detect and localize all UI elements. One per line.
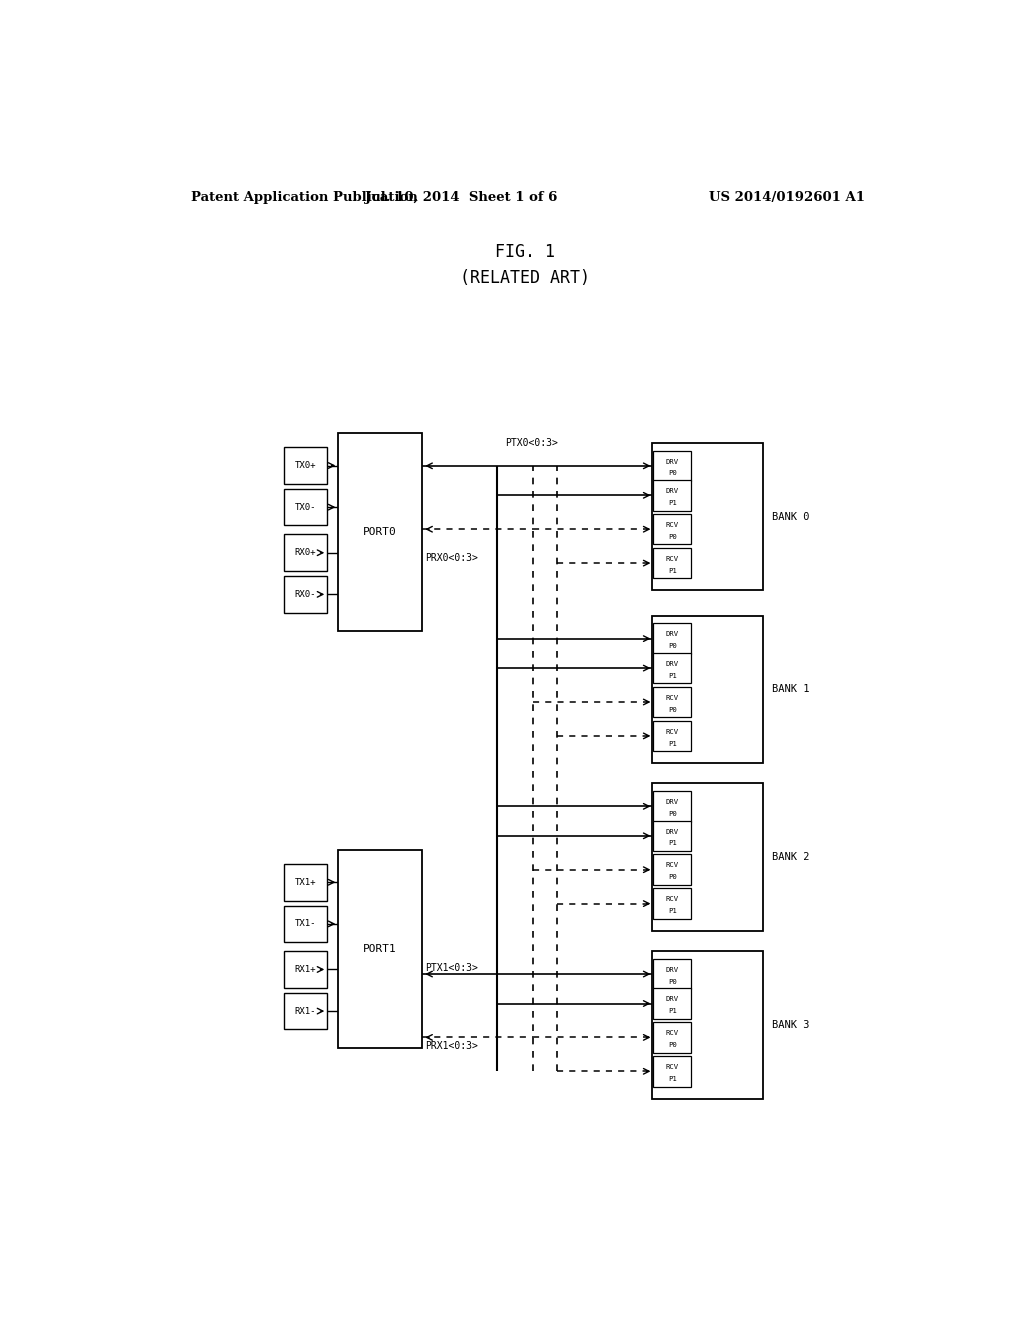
- Text: BANK 0: BANK 0: [772, 512, 810, 521]
- Bar: [653, 513, 691, 544]
- Bar: [338, 850, 422, 1048]
- Text: US 2014/0192601 A1: US 2014/0192601 A1: [709, 190, 864, 203]
- Text: PTX1<0:3>: PTX1<0:3>: [426, 962, 478, 973]
- Text: DRV: DRV: [666, 799, 679, 805]
- Text: PTX0<0:3>: PTX0<0:3>: [505, 438, 558, 449]
- Text: TX1+: TX1+: [295, 878, 316, 887]
- Bar: [653, 450, 691, 480]
- Text: P1: P1: [668, 500, 677, 506]
- Text: TX0-: TX0-: [295, 503, 316, 512]
- Text: Patent Application Publication: Patent Application Publication: [191, 190, 418, 203]
- Text: DRV: DRV: [666, 458, 679, 465]
- Bar: [284, 906, 328, 942]
- Text: RCV: RCV: [666, 862, 679, 869]
- Bar: [653, 791, 691, 821]
- Text: RCV: RCV: [666, 521, 679, 528]
- Text: P0: P0: [668, 706, 677, 713]
- Text: RX1-: RX1-: [295, 1007, 316, 1015]
- Text: P1: P1: [668, 1008, 677, 1014]
- Bar: [652, 444, 763, 590]
- Text: DRV: DRV: [666, 631, 679, 638]
- Bar: [284, 535, 328, 572]
- Text: P0: P0: [668, 1041, 677, 1048]
- Bar: [284, 488, 328, 525]
- Bar: [653, 653, 691, 684]
- Bar: [653, 721, 691, 751]
- Bar: [653, 1022, 691, 1052]
- Text: PORT1: PORT1: [364, 944, 397, 953]
- Bar: [653, 958, 691, 989]
- Bar: [653, 854, 691, 884]
- Text: TX1-: TX1-: [295, 919, 316, 928]
- Text: RX0+: RX0+: [295, 548, 316, 557]
- Text: PORT0: PORT0: [364, 527, 397, 537]
- Text: DRV: DRV: [666, 661, 679, 667]
- Text: FIG. 1
(RELATED ART): FIG. 1 (RELATED ART): [460, 243, 590, 288]
- Text: DRV: DRV: [666, 966, 679, 973]
- Text: RCV: RCV: [666, 896, 679, 903]
- Bar: [284, 865, 328, 900]
- Text: P0: P0: [668, 533, 677, 540]
- Text: BANK 2: BANK 2: [772, 853, 810, 862]
- Text: P0: P0: [668, 874, 677, 880]
- Text: RX0-: RX0-: [295, 590, 316, 599]
- Bar: [284, 952, 328, 987]
- Text: RCV: RCV: [666, 1030, 679, 1036]
- Text: Jul. 10, 2014  Sheet 1 of 6: Jul. 10, 2014 Sheet 1 of 6: [366, 190, 557, 203]
- Text: DRV: DRV: [666, 997, 679, 1002]
- Text: P0: P0: [668, 470, 677, 477]
- Text: P1: P1: [668, 568, 677, 574]
- Text: RCV: RCV: [666, 694, 679, 701]
- Bar: [284, 576, 328, 612]
- Bar: [653, 686, 691, 717]
- Text: P0: P0: [668, 978, 677, 985]
- Bar: [284, 993, 328, 1030]
- Bar: [338, 433, 422, 631]
- Text: DRV: DRV: [666, 829, 679, 834]
- Text: RCV: RCV: [666, 556, 679, 562]
- Text: PRX1<0:3>: PRX1<0:3>: [426, 1040, 478, 1051]
- Text: P0: P0: [668, 643, 677, 649]
- Bar: [653, 888, 691, 919]
- Text: DRV: DRV: [666, 488, 679, 494]
- Text: P1: P1: [668, 1076, 677, 1082]
- Text: P1: P1: [668, 841, 677, 846]
- Text: P1: P1: [668, 673, 677, 678]
- Text: P1: P1: [668, 741, 677, 747]
- Text: BANK 1: BANK 1: [772, 685, 810, 694]
- Bar: [653, 1056, 691, 1086]
- Bar: [652, 784, 763, 931]
- Text: BANK 3: BANK 3: [772, 1020, 810, 1030]
- Text: RCV: RCV: [666, 1064, 679, 1071]
- Text: TX0+: TX0+: [295, 461, 316, 470]
- Bar: [653, 548, 691, 578]
- Bar: [653, 989, 691, 1019]
- Bar: [284, 447, 328, 484]
- Text: PRX0<0:3>: PRX0<0:3>: [426, 553, 478, 562]
- Bar: [653, 623, 691, 653]
- Bar: [653, 821, 691, 851]
- Text: P0: P0: [668, 810, 677, 817]
- Text: P1: P1: [668, 908, 677, 915]
- Text: RCV: RCV: [666, 729, 679, 735]
- Bar: [652, 952, 763, 1098]
- Text: RX1+: RX1+: [295, 965, 316, 974]
- Bar: [652, 615, 763, 763]
- Bar: [653, 480, 691, 511]
